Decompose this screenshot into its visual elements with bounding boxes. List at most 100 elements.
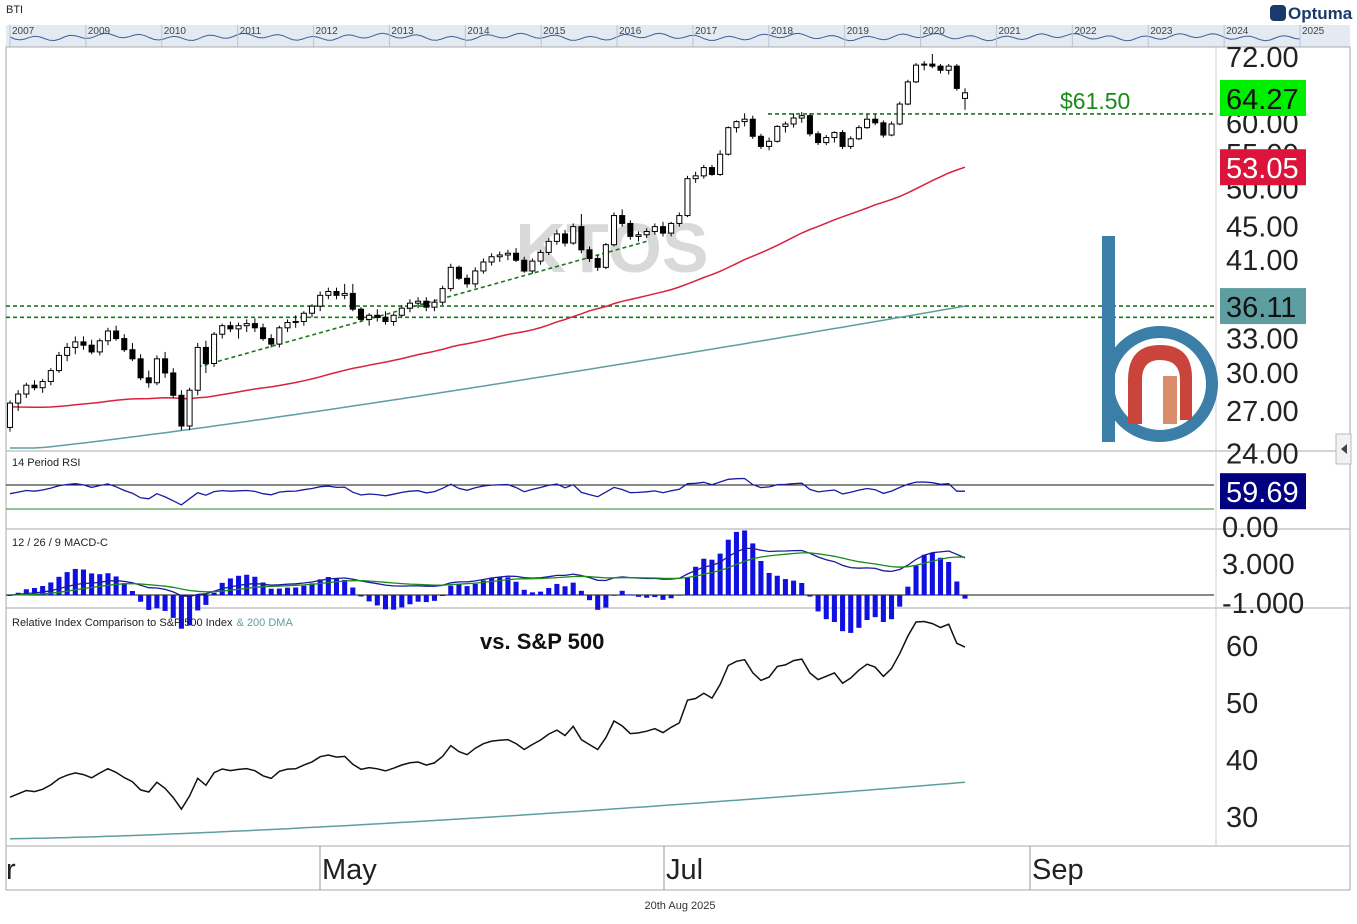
candle-down xyxy=(562,233,569,244)
relative-annotation: vs. S&P 500 xyxy=(480,629,604,654)
candle-down xyxy=(872,118,879,124)
macd-title: 12 / 26 / 9 MACD-C xyxy=(12,537,108,549)
candle-down xyxy=(455,266,462,279)
candle-up xyxy=(341,292,348,296)
overview-year-label: 2025 xyxy=(1302,26,1325,37)
trendline xyxy=(197,240,647,368)
macd-lines xyxy=(9,547,966,598)
macd-histogram-bar xyxy=(382,595,389,610)
candle-up xyxy=(55,354,63,372)
candle-down xyxy=(464,277,471,285)
candle-down xyxy=(937,65,944,71)
macd-histogram-bar xyxy=(799,582,805,595)
candle-up xyxy=(798,115,805,119)
relative-title: Relative Index Comparison to S&P 500 Ind… xyxy=(12,617,293,629)
candle-down xyxy=(170,372,177,396)
x-tick-label: Jul xyxy=(666,854,703,886)
macd-histogram-bar xyxy=(113,576,119,595)
x-tick-label: r xyxy=(6,854,16,886)
macd-histogram-bar xyxy=(546,587,552,595)
candle-up xyxy=(610,215,618,246)
trend-line xyxy=(197,240,647,368)
candle-up xyxy=(700,167,707,177)
candle-down xyxy=(521,259,528,272)
rsi-title: 14 Period RSI xyxy=(12,457,80,469)
candle-down xyxy=(619,215,626,224)
candle-down xyxy=(260,327,267,340)
macd-histogram-bar xyxy=(742,530,748,595)
candle-up xyxy=(553,233,560,242)
macd-histogram-bar xyxy=(472,583,478,595)
candle-up xyxy=(431,301,438,308)
macd-histogram-bar xyxy=(905,586,911,595)
overview-year-label: 2020 xyxy=(923,26,946,37)
candle-up xyxy=(733,121,740,129)
candle-up xyxy=(896,103,903,125)
macd-histogram-bar xyxy=(823,595,829,620)
macd-histogram-bar xyxy=(872,595,878,618)
macd-histogram-bar xyxy=(56,576,62,595)
candle-up xyxy=(488,256,495,263)
candle-up xyxy=(831,132,838,139)
candle-up xyxy=(570,226,577,244)
candle-up xyxy=(398,307,405,316)
candle-up xyxy=(537,251,544,262)
candle-down xyxy=(31,384,38,389)
macd-panel: 12 / 26 / 9 MACD-C 3.000 -1.000 xyxy=(6,530,1304,633)
candle-down xyxy=(202,346,209,364)
price-badges: 64.27 53.05 36.11 xyxy=(1220,79,1306,325)
candle-down xyxy=(815,133,822,144)
optuma-logo-icon xyxy=(1270,5,1286,21)
candle-down xyxy=(708,167,715,175)
overview-year-label: 2024 xyxy=(1226,26,1249,37)
candle-up xyxy=(774,125,781,142)
macd-histogram-bar xyxy=(89,573,95,595)
scroll-arrow-icon[interactable] xyxy=(1335,433,1352,465)
macd-histogram-bar xyxy=(717,553,723,595)
candle-up xyxy=(684,178,691,217)
candle-down xyxy=(145,377,152,384)
macd-histogram-bar xyxy=(276,588,282,595)
symbol-label: BTI xyxy=(6,4,23,16)
candle-down xyxy=(513,252,520,261)
candle-up xyxy=(676,215,683,224)
candle-up xyxy=(23,384,30,395)
macd-histogram-bar xyxy=(366,595,372,602)
macd-histogram-bar xyxy=(64,572,70,595)
macd-histogram-bar xyxy=(317,579,323,595)
macd-histogram-bar xyxy=(595,595,601,610)
candle-up xyxy=(390,314,397,322)
support-lines xyxy=(6,113,1214,319)
macd-histogram-bar xyxy=(97,574,103,595)
overview-strip[interactable]: 2007 2009 2010 2011 2012 2013 2014 2015 2016 2017… xyxy=(6,25,1350,47)
rsi-line xyxy=(9,477,965,506)
macd-histogram-bar xyxy=(497,576,503,595)
macd-histogram-bar xyxy=(80,569,86,595)
price-tick-label: 41.00 xyxy=(1226,245,1299,277)
macd-histogram-bar xyxy=(260,582,266,595)
macd-histogram-bar xyxy=(415,595,421,602)
candle-up xyxy=(308,305,316,314)
candle-down xyxy=(129,349,136,360)
macd-histogram-bar xyxy=(766,572,772,595)
macd-y-axis: 3.000 -1.000 xyxy=(1222,549,1304,620)
macd-histogram-bar xyxy=(603,595,609,608)
rsi-value-badge xyxy=(1220,473,1306,510)
overview-year-label: 2023 xyxy=(1150,26,1173,37)
macd-histogram-bar xyxy=(921,554,927,595)
candle-down xyxy=(578,226,585,251)
candle-up xyxy=(243,323,250,327)
macd-histogram-bar xyxy=(358,595,364,597)
overview-background[interactable] xyxy=(6,25,1350,47)
candle-down xyxy=(251,323,258,329)
candle-down xyxy=(349,292,356,310)
candle-up xyxy=(651,226,658,232)
macd-histogram-bar xyxy=(407,595,413,605)
candle-up xyxy=(186,389,193,427)
macd-tick-label: -1.000 xyxy=(1222,588,1304,620)
ma50-line xyxy=(9,166,966,408)
x-tick-label: Sep xyxy=(1032,854,1084,886)
macd-histogram-bar xyxy=(750,543,756,595)
candle-up xyxy=(643,230,650,236)
candle-up xyxy=(864,118,871,129)
